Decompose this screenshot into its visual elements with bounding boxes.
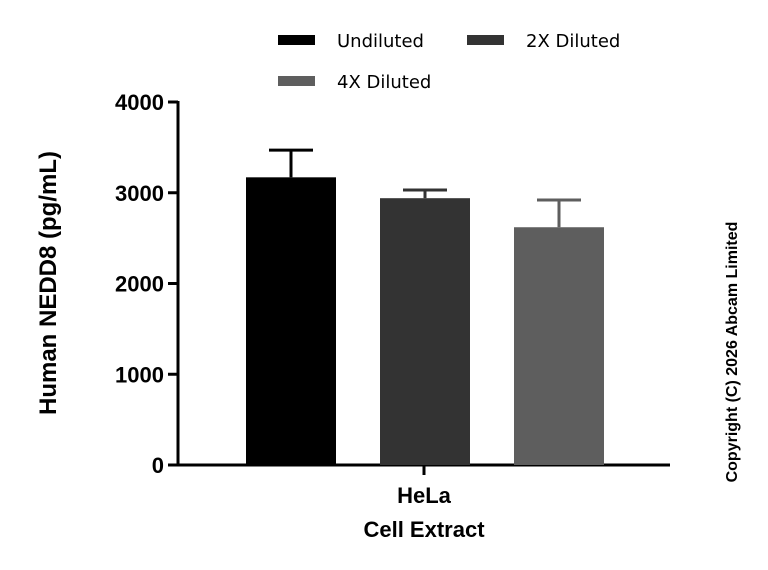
bar-3 [514, 227, 604, 465]
bars [246, 148, 604, 465]
legend-label-3: 4X Diluted [337, 72, 431, 93]
y-tick-label: 4000 [115, 90, 164, 115]
x-category-label-line-2: Cell Extract [363, 517, 485, 542]
legend-swatch-2 [467, 35, 504, 45]
y-tick-label: 3000 [115, 181, 164, 206]
legend-swatch-3 [278, 76, 315, 86]
x-category-label-line-1: HeLa [397, 483, 452, 508]
legend: Undiluted 2X Diluted 4X Diluted [278, 31, 620, 93]
y-axis-title: Human NEDD8 (pg/mL) [35, 151, 62, 415]
bar-1 [246, 177, 336, 465]
y-tick-label: 2000 [115, 272, 164, 297]
y-tick-label: 0 [152, 453, 164, 478]
y-tick-label: 1000 [115, 362, 164, 387]
legend-label-1: Undiluted [337, 31, 424, 52]
bar-2 [380, 198, 470, 465]
copyright-text: Copyright (C) 2026 Abcam Limited [724, 222, 741, 483]
legend-swatch-1 [278, 35, 315, 45]
legend-label-2: 2X Diluted [526, 31, 620, 52]
y-ticks: 0 1000 2000 3000 4000 [115, 90, 178, 478]
